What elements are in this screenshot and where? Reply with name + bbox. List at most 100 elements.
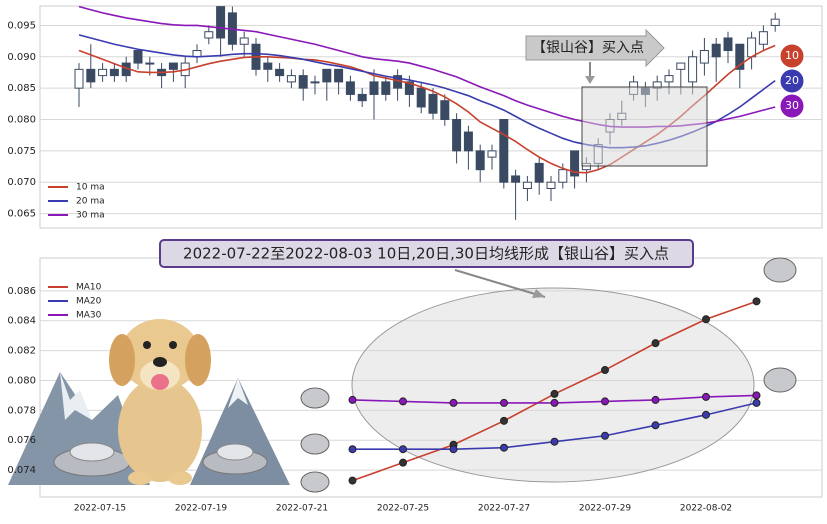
ma-point — [348, 476, 357, 485]
series-badge — [779, 68, 805, 94]
ma-point — [500, 443, 508, 452]
candle-body — [369, 81, 379, 95]
ma-point — [399, 458, 407, 467]
candle-body — [133, 50, 143, 64]
candle-body — [98, 68, 108, 77]
ma-point — [651, 421, 660, 430]
legend-label: MA30 — [76, 311, 102, 321]
candle-body — [463, 131, 473, 152]
candle-body — [711, 43, 721, 58]
ma-point — [702, 315, 710, 324]
decoration — [8, 28, 797, 493]
candle-body — [263, 62, 273, 70]
x-tick-label: 2022-08-02 — [680, 504, 732, 514]
candle-body — [699, 50, 709, 64]
ma-point — [550, 389, 559, 398]
candle-body — [404, 81, 414, 95]
candle-body — [381, 81, 391, 95]
y-tick-label: 0.095 — [7, 20, 36, 31]
candle-body — [688, 56, 698, 83]
candle-body — [570, 150, 580, 177]
candle-body — [286, 75, 296, 83]
y-tick-label: 0.074 — [7, 465, 36, 476]
ma-point — [752, 297, 761, 306]
legend-label: 30 ma — [76, 211, 105, 221]
series-badge — [779, 43, 805, 69]
x-tick-label: 2022-07-29 — [579, 504, 632, 514]
ma-point — [348, 445, 357, 454]
y-tick-label: 0.086 — [7, 286, 36, 297]
y-tick-label: 0.080 — [7, 115, 36, 126]
y-tick-label: 0.065 — [7, 209, 36, 220]
series-badge-label: 20 — [785, 74, 799, 87]
candle-body — [499, 119, 509, 183]
candle-body — [487, 150, 497, 158]
ma-point — [752, 398, 761, 407]
candle-body — [74, 68, 84, 89]
ma-point — [449, 445, 458, 454]
ma-point — [500, 398, 508, 407]
ma-point — [348, 395, 357, 404]
candle-body — [357, 93, 367, 102]
candle-body — [109, 68, 119, 77]
series-badge-label: 10 — [785, 49, 799, 62]
ma-point — [601, 397, 609, 406]
series-badge — [779, 93, 805, 119]
candle-body — [440, 100, 450, 121]
legend-label: 20 ma — [76, 197, 105, 207]
candle-body — [145, 62, 155, 65]
ma-point — [601, 431, 609, 440]
candle-body — [275, 68, 285, 77]
ma-point — [752, 391, 761, 400]
candle-body — [452, 119, 462, 152]
y-tick-label: 0.090 — [7, 52, 36, 63]
candle-body — [345, 81, 355, 95]
legend-label: MA20 — [76, 297, 102, 307]
chart-title: 2022-07-22至2022-08-03 10日,20日,30日均线形成【银山… — [183, 245, 669, 263]
ma-point — [399, 445, 407, 454]
candle-body — [723, 37, 733, 52]
x-tick-label: 2022-07-25 — [377, 504, 429, 514]
x-tick-label: 2022-07-27 — [478, 504, 530, 514]
candle-body — [475, 150, 485, 171]
candle-body — [534, 162, 544, 183]
y-tick-label: 0.084 — [7, 316, 36, 327]
y-tick-label: 0.076 — [7, 435, 36, 446]
candle-body — [298, 75, 308, 89]
ma-point — [702, 410, 710, 419]
x-tick-label: 2022-07-15 — [74, 504, 126, 514]
candle-body — [522, 181, 532, 189]
y-tick-label: 0.070 — [7, 177, 36, 188]
ma-point — [399, 397, 407, 406]
candle-body — [664, 75, 674, 83]
candle-body — [747, 37, 757, 58]
legend-label: MA10 — [76, 283, 102, 293]
candle-body — [735, 43, 745, 70]
candle-body — [416, 87, 426, 108]
y-tick-label: 0.075 — [7, 146, 36, 157]
y-tick-label: 0.080 — [7, 375, 36, 386]
candle-body — [428, 93, 438, 114]
ma-point — [702, 392, 710, 401]
candle-body — [239, 37, 249, 45]
ma-point — [449, 398, 458, 407]
candle-body — [168, 62, 178, 70]
ma-point — [651, 395, 660, 404]
candle-body — [86, 68, 96, 83]
y-tick-label: 0.085 — [7, 83, 36, 94]
annotation: 【银山谷】买入点 — [532, 40, 644, 56]
candle-body — [770, 18, 780, 26]
x-tick-label: 2022-07-19 — [175, 504, 228, 514]
candle-body — [758, 31, 768, 45]
candle-body — [676, 62, 686, 70]
y-tick-label: 0.078 — [7, 405, 36, 416]
candle-body — [322, 68, 332, 83]
candle-body — [546, 181, 556, 189]
x-tick-label: 2022-07-21 — [276, 504, 328, 514]
series-badge-label: 30 — [785, 99, 799, 112]
ma-point — [500, 416, 508, 425]
ma-point — [550, 437, 559, 446]
candle-body — [310, 81, 320, 84]
candle-body — [216, 6, 226, 39]
